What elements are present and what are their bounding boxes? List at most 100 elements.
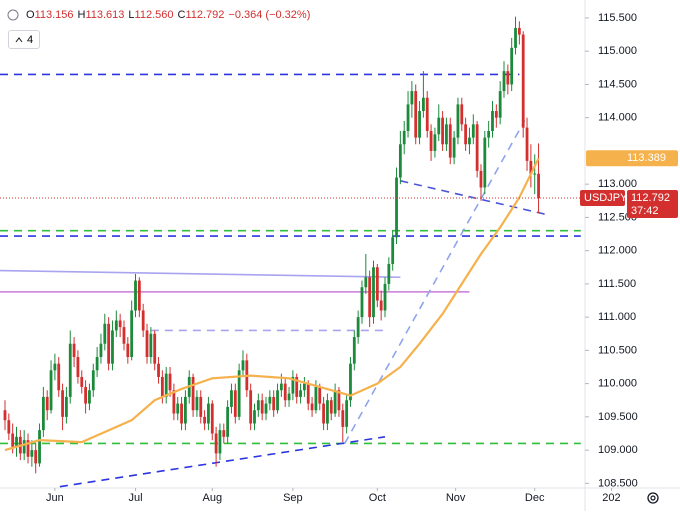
candle-body <box>222 430 226 437</box>
ma-tag <box>586 150 678 167</box>
candle-body <box>314 386 318 411</box>
drawing-line <box>344 119 526 444</box>
header-item: L <box>128 9 135 21</box>
candle-body <box>149 333 153 358</box>
candle-body <box>537 173 540 198</box>
candle-body <box>237 370 241 417</box>
header-item: H <box>77 9 86 21</box>
candle-body <box>30 450 34 457</box>
candle-body <box>191 376 195 411</box>
candle-body <box>295 376 299 397</box>
candle-body <box>322 403 325 424</box>
y-tick-label: 110.500 <box>598 344 637 356</box>
candle-body <box>130 310 134 358</box>
candle-body <box>22 440 26 454</box>
y-tick-label: 109.500 <box>598 411 638 423</box>
candle-body <box>306 383 310 404</box>
candle-body <box>260 400 264 414</box>
candle-body <box>318 386 322 404</box>
candle-body <box>375 267 379 301</box>
indicator-count: 4 <box>26 33 34 46</box>
candle-body <box>302 383 306 391</box>
candle-body <box>226 406 230 437</box>
candle-body <box>276 390 279 411</box>
candle-body <box>111 330 114 364</box>
candle-body <box>475 124 479 171</box>
candle-body <box>68 343 72 397</box>
y-tick-label: 113.000 <box>598 178 637 190</box>
candle-body <box>118 320 122 328</box>
candle-body <box>337 390 341 411</box>
ma-tag-label: 113.389 <box>627 152 666 164</box>
candle-body <box>510 47 514 85</box>
settings-icon[interactable] <box>647 492 659 504</box>
candle-body <box>199 396 203 417</box>
candle-body <box>414 91 418 138</box>
candle-body <box>341 410 345 427</box>
candle-body <box>360 287 364 318</box>
x-tick-label: Jun <box>46 492 64 504</box>
header-item: 112.792 <box>185 9 225 21</box>
candle-body <box>517 27 521 35</box>
candle-body <box>418 111 421 138</box>
candle-body <box>372 267 375 318</box>
candle-body <box>122 327 126 344</box>
candle-body <box>207 403 210 424</box>
header-item: 113.156 <box>34 9 74 21</box>
candle-body <box>452 137 456 158</box>
candle-body <box>533 173 537 175</box>
candle-body <box>57 363 61 391</box>
indicator-toggle[interactable]: 4 <box>8 30 40 49</box>
candle-body <box>145 330 149 358</box>
candle-body <box>456 104 460 138</box>
candle-body <box>379 300 383 311</box>
candle-body <box>333 390 337 414</box>
candle-body <box>502 71 506 92</box>
candle-body <box>233 390 237 417</box>
candle-body <box>272 396 276 411</box>
candle-body <box>38 430 41 464</box>
candle-body <box>441 117 444 145</box>
candle-body <box>464 124 468 145</box>
candle-body <box>421 97 425 112</box>
candle-body <box>3 410 7 421</box>
candle-body <box>253 410 256 424</box>
header-item: −0.364 (−0.32%) <box>228 9 311 21</box>
candle-body <box>402 130 406 145</box>
drawing-line <box>0 269 401 279</box>
y-tick-label: 114.500 <box>598 78 637 90</box>
y-tick-label: 115.500 <box>598 12 637 24</box>
candle-body <box>168 373 172 391</box>
candle-body <box>364 277 368 288</box>
candle-body <box>529 160 533 175</box>
candle-body <box>437 117 441 135</box>
candle-body <box>433 134 437 151</box>
header-item: C <box>177 9 186 21</box>
candle-body <box>525 127 529 161</box>
candle-body <box>487 130 491 138</box>
candle-body <box>176 403 180 414</box>
candle-body <box>448 124 452 158</box>
candle-body <box>107 323 111 364</box>
candle-body <box>491 111 494 131</box>
candle-body <box>184 396 187 424</box>
candle-body <box>256 400 260 411</box>
x-tick-label: Aug <box>202 492 222 504</box>
y-tick-label: 115.000 <box>598 45 637 57</box>
candle-body <box>61 390 64 417</box>
candle-body <box>383 283 387 311</box>
candle-body <box>137 280 141 311</box>
y-tick-label: 108.500 <box>598 477 638 489</box>
candle-body <box>460 104 464 125</box>
ohlc-header: O 113.156 H 113.613 L 112.560 C 112.792 −0.364 (… <box>6 8 314 22</box>
candle-body <box>126 343 130 358</box>
candle-body <box>506 71 510 85</box>
candle-body <box>521 34 525 128</box>
candle-body <box>203 416 206 424</box>
candle-body <box>326 400 329 424</box>
candle-body <box>76 357 80 377</box>
candle-body <box>41 396 45 431</box>
candle-body <box>483 137 487 188</box>
symbol-tag-label: USDJPY <box>584 192 628 204</box>
candle-body <box>494 111 498 118</box>
